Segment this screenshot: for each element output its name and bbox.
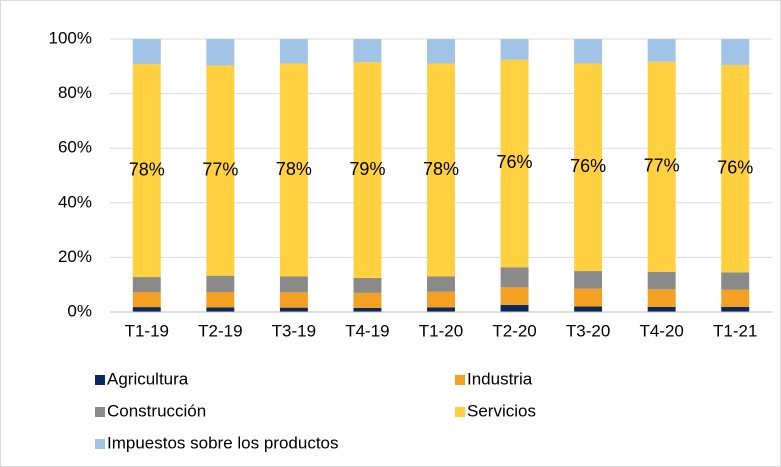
data-label: 77% xyxy=(644,156,680,176)
y-tick-label: 40% xyxy=(58,192,92,211)
data-label: 77% xyxy=(202,159,238,179)
bar-segment xyxy=(427,307,455,312)
bar-segment xyxy=(500,39,529,60)
bar-segment xyxy=(279,292,308,308)
bar-segment xyxy=(206,275,235,293)
bar-segment xyxy=(721,306,750,312)
legend-swatch xyxy=(95,439,105,449)
bar-segment xyxy=(353,39,382,63)
bar-segment xyxy=(427,276,455,292)
bar-segment xyxy=(647,271,676,290)
bar-segment xyxy=(574,288,603,307)
bar-segment xyxy=(206,39,235,66)
bar-segment xyxy=(647,39,676,62)
legend-swatch xyxy=(455,375,465,385)
bar-segment xyxy=(574,39,603,64)
bar-segment xyxy=(500,287,529,305)
legend-swatch xyxy=(455,407,465,417)
x-tick-label: T4-19 xyxy=(345,321,389,340)
bar-segment xyxy=(647,289,676,307)
bar-segment xyxy=(132,277,161,293)
x-tick-label: T2-19 xyxy=(198,321,242,340)
data-label: 78% xyxy=(423,159,459,179)
bar-segment xyxy=(427,291,455,308)
bar-segment xyxy=(279,276,308,293)
data-label: 78% xyxy=(276,159,312,179)
bar-segment xyxy=(721,64,750,273)
x-tick-label: T1-20 xyxy=(419,321,463,340)
legend-swatch xyxy=(95,375,105,385)
bar-segment xyxy=(353,292,382,308)
bar-segment xyxy=(574,306,603,312)
x-tick-label: T1-19 xyxy=(125,321,169,340)
data-label: 76% xyxy=(717,157,753,177)
bar-segment xyxy=(132,64,161,278)
bar-segment xyxy=(206,65,235,276)
y-tick-label: 80% xyxy=(58,83,92,102)
x-tick-label: T2-20 xyxy=(492,321,536,340)
x-tick-label: T4-20 xyxy=(639,321,683,340)
legend-label: Construcción xyxy=(107,401,206,420)
y-tick-label: 100% xyxy=(49,28,92,47)
bar-segment xyxy=(353,62,382,278)
bar-segment xyxy=(721,39,750,65)
bar-segment xyxy=(132,307,161,312)
x-tick-label: T3-19 xyxy=(272,321,316,340)
bar-segment xyxy=(574,271,603,289)
bar-segment xyxy=(132,39,161,65)
x-tick-label: T1-21 xyxy=(713,321,757,340)
y-tick-label: 60% xyxy=(58,138,92,157)
bar-segment xyxy=(427,39,455,64)
data-label: 76% xyxy=(570,156,606,176)
bar-segment xyxy=(721,289,750,307)
bar-segment xyxy=(647,306,676,312)
bar-segment xyxy=(279,63,308,277)
data-label: 78% xyxy=(129,159,165,179)
x-tick-label: T3-20 xyxy=(566,321,610,340)
bar-segment xyxy=(647,61,676,272)
bar-segment xyxy=(574,63,603,272)
legend-label: Agricultura xyxy=(107,369,189,388)
bar-segment xyxy=(206,307,235,312)
bar-segment xyxy=(500,304,529,312)
bar-segment xyxy=(353,277,382,293)
bar-segment xyxy=(279,307,308,312)
bar-segment xyxy=(427,63,455,277)
bar-segment xyxy=(353,307,382,312)
legend-label: Impuestos sobre los productos xyxy=(107,433,339,452)
data-label: 76% xyxy=(497,152,533,172)
bar-segment xyxy=(500,59,529,268)
data-label: 79% xyxy=(349,159,385,179)
bar-segment xyxy=(500,267,529,288)
y-tick-label: 0% xyxy=(67,301,92,320)
legend-label: Industria xyxy=(467,369,533,388)
legend-swatch xyxy=(95,407,105,417)
y-tick-label: 20% xyxy=(58,247,92,266)
bar-segment xyxy=(132,292,161,308)
bar-segment xyxy=(206,292,235,308)
legend-label: Servicios xyxy=(467,401,536,420)
bar-segment xyxy=(279,39,308,64)
bar-segment xyxy=(721,272,750,290)
